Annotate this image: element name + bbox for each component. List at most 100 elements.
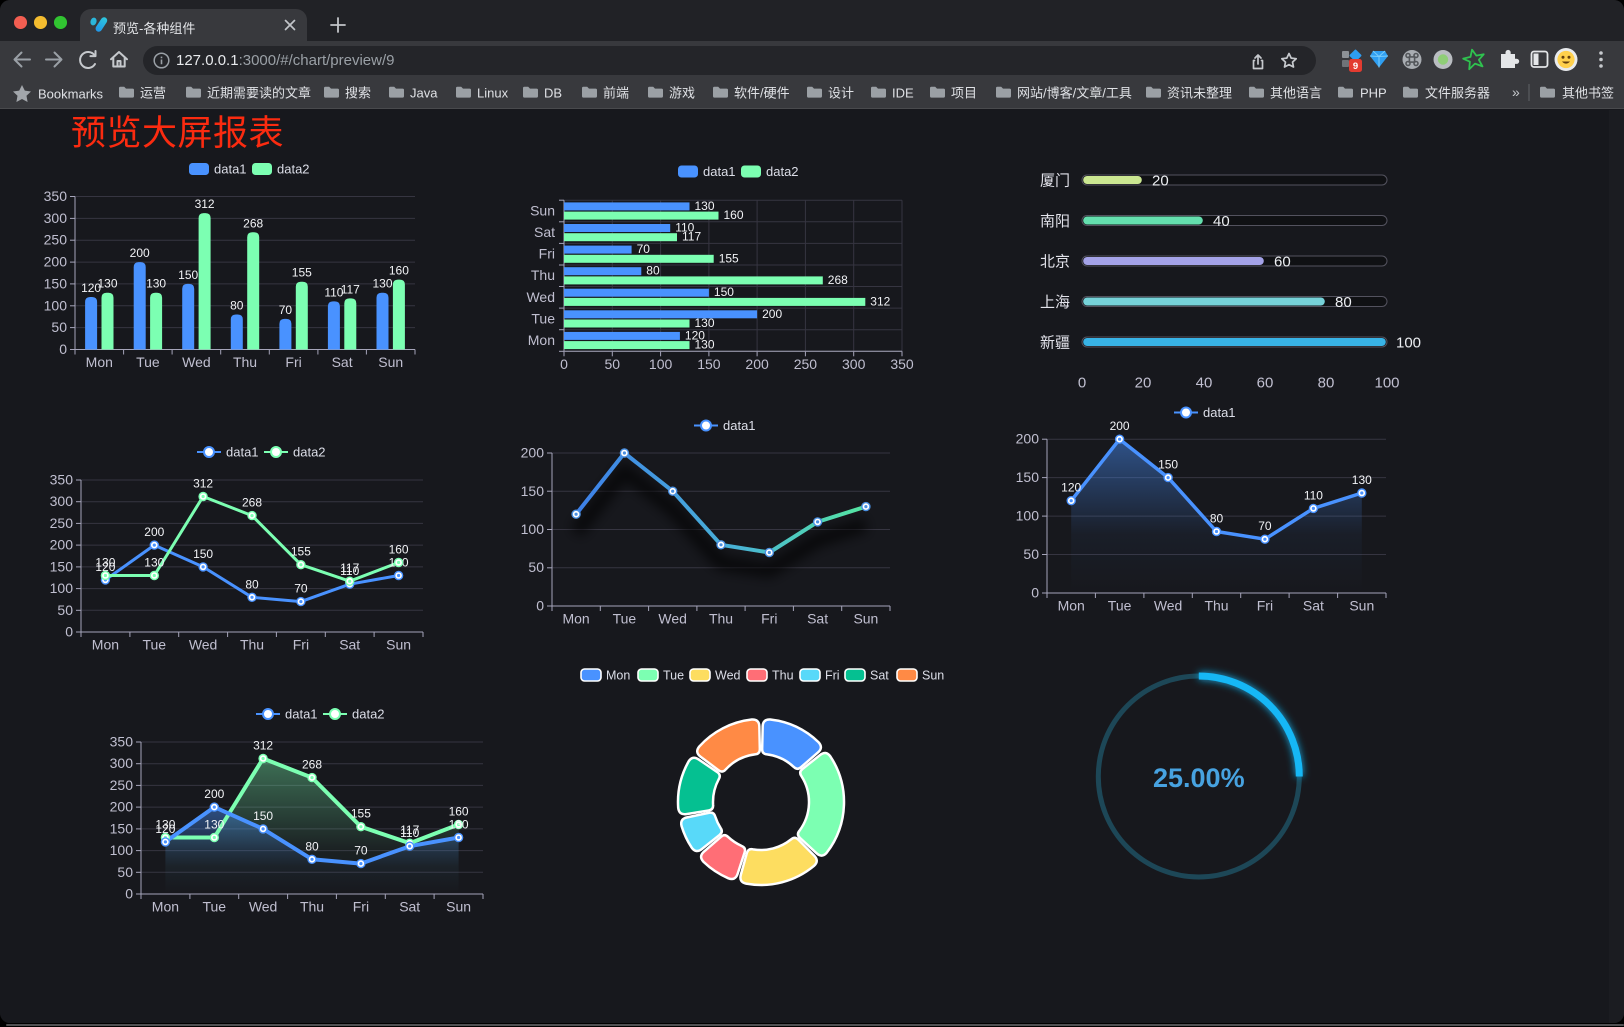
svg-text:»: » (1512, 82, 1520, 102)
svg-text:Mon: Mon (606, 665, 630, 684)
svg-text:100: 100 (110, 840, 134, 860)
svg-text:近期需要读的文章: 近期需要读的文章 (207, 83, 311, 102)
svg-text:data1: data1 (703, 161, 736, 180)
svg-text:Fri: Fri (285, 352, 301, 372)
svg-text:Sun: Sun (530, 201, 555, 221)
svg-text:110: 110 (1304, 486, 1323, 503)
svg-text:Mon: Mon (152, 897, 179, 917)
svg-text:Sat: Sat (534, 222, 555, 242)
svg-text:Thu: Thu (300, 897, 324, 917)
svg-text:Tue: Tue (663, 665, 684, 684)
svg-text:300: 300 (44, 208, 68, 228)
svg-text:Sun: Sun (378, 352, 403, 372)
svg-text:160: 160 (389, 541, 409, 558)
svg-text:100: 100 (44, 295, 68, 315)
svg-text:100: 100 (1396, 332, 1421, 353)
svg-text:130: 130 (695, 336, 715, 353)
svg-text:Fri: Fri (825, 665, 840, 684)
svg-text:110: 110 (675, 219, 694, 236)
svg-text:Fri: Fri (1257, 596, 1273, 616)
svg-text:Sat: Sat (399, 897, 420, 917)
svg-text:上海: 上海 (1040, 291, 1070, 312)
svg-text:data1: data1 (723, 415, 756, 434)
svg-text:70: 70 (637, 240, 651, 257)
svg-text:200: 200 (110, 797, 134, 817)
svg-text:0: 0 (125, 884, 133, 904)
svg-text:新疆: 新疆 (1040, 332, 1070, 353)
svg-text:Thu: Thu (709, 609, 733, 629)
svg-text:Sun: Sun (446, 897, 471, 917)
svg-text:150: 150 (253, 807, 273, 824)
svg-text:40: 40 (1196, 372, 1213, 393)
svg-text:350: 350 (50, 470, 74, 490)
svg-text:100: 100 (1016, 506, 1040, 526)
svg-text:120: 120 (155, 820, 175, 837)
svg-text:Thu: Thu (531, 265, 555, 285)
svg-text:Fri: Fri (761, 609, 777, 629)
svg-text:Sat: Sat (339, 635, 360, 655)
svg-text:80: 80 (245, 575, 259, 592)
svg-text:data1: data1 (214, 159, 247, 178)
svg-text:300: 300 (50, 491, 74, 511)
svg-text:350: 350 (890, 354, 914, 374)
svg-text:250: 250 (110, 775, 134, 795)
svg-text:Thu: Thu (233, 352, 257, 372)
svg-text:110: 110 (324, 283, 343, 300)
svg-text:Sun: Sun (922, 665, 944, 684)
svg-text:网站/博客/文章/工具: 网站/博客/文章/工具 (1017, 83, 1132, 102)
svg-text:Wed: Wed (658, 609, 687, 629)
svg-text:312: 312 (253, 737, 273, 754)
svg-text:130: 130 (372, 275, 392, 292)
svg-text:Sun: Sun (386, 635, 411, 655)
svg-text:游戏: 游戏 (669, 83, 695, 102)
svg-text:20: 20 (1135, 372, 1152, 393)
svg-text:155: 155 (291, 543, 311, 560)
svg-text:100: 100 (50, 578, 74, 598)
svg-text:250: 250 (794, 354, 818, 374)
svg-text:25.00%: 25.00% (1153, 756, 1245, 795)
svg-text:80: 80 (646, 262, 660, 279)
svg-text:Thu: Thu (772, 665, 794, 684)
svg-text:130: 130 (449, 816, 469, 833)
svg-text:110: 110 (400, 824, 419, 841)
svg-text:80: 80 (1210, 510, 1224, 527)
svg-text:软件/硬件: 软件/硬件 (734, 83, 790, 102)
svg-text:40: 40 (1213, 210, 1230, 231)
svg-text:其他书签: 其他书签 (1562, 83, 1614, 102)
svg-text:Mon: Mon (528, 330, 555, 350)
svg-text:268: 268 (828, 271, 848, 288)
svg-text:data2: data2 (277, 159, 310, 178)
svg-text:155: 155 (292, 264, 312, 281)
svg-text:Mon: Mon (86, 352, 113, 372)
svg-text:Sat: Sat (870, 665, 889, 684)
svg-text:Wed: Wed (249, 897, 278, 917)
svg-text:Sat: Sat (332, 352, 353, 372)
svg-text:150: 150 (1016, 467, 1040, 487)
svg-text:200: 200 (762, 305, 782, 322)
svg-text:100: 100 (521, 519, 545, 539)
svg-text:Wed: Wed (715, 665, 741, 684)
svg-text:110: 110 (340, 562, 359, 579)
svg-text:250: 250 (50, 513, 74, 533)
svg-text:50: 50 (605, 354, 621, 374)
svg-text:200: 200 (204, 785, 224, 802)
svg-text:Tue: Tue (1108, 596, 1132, 616)
svg-text:运营: 运营 (140, 83, 166, 102)
svg-text:130: 130 (695, 197, 715, 214)
svg-text:DB: DB (544, 83, 562, 102)
svg-text:设计: 设计 (828, 83, 854, 102)
svg-text:Tue: Tue (531, 308, 555, 328)
svg-text:data1: data1 (226, 442, 259, 461)
svg-text:70: 70 (1258, 517, 1272, 534)
svg-text:80: 80 (230, 297, 244, 314)
svg-text:312: 312 (195, 195, 215, 212)
svg-text:150: 150 (193, 545, 213, 562)
svg-text:200: 200 (1110, 417, 1130, 434)
svg-text:Sat: Sat (1303, 596, 1324, 616)
svg-text:南阳: 南阳 (1040, 210, 1070, 231)
svg-text:150: 150 (44, 273, 68, 293)
svg-text:其他语言: 其他语言 (1270, 83, 1322, 102)
svg-text:312: 312 (193, 475, 213, 492)
svg-text:150: 150 (521, 481, 545, 501)
svg-text:厦门: 厦门 (1040, 170, 1070, 191)
